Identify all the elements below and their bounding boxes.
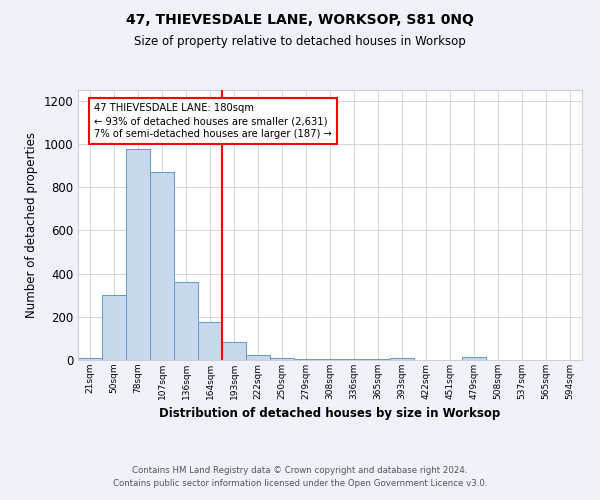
Bar — [174, 282, 198, 360]
Bar — [270, 358, 294, 360]
X-axis label: Distribution of detached houses by size in Worksop: Distribution of detached houses by size … — [160, 408, 500, 420]
Bar — [78, 358, 102, 360]
Bar — [198, 322, 222, 360]
Text: Size of property relative to detached houses in Worksop: Size of property relative to detached ho… — [134, 35, 466, 48]
Bar — [342, 359, 366, 360]
Bar — [318, 359, 342, 360]
Bar — [294, 359, 318, 360]
Bar — [462, 358, 486, 360]
Bar — [246, 354, 270, 360]
Bar — [126, 150, 150, 360]
Bar — [366, 359, 390, 360]
Bar — [150, 172, 174, 360]
Bar — [390, 358, 414, 360]
Bar — [102, 295, 126, 360]
Bar — [222, 342, 246, 360]
Text: 47 THIEVESDALE LANE: 180sqm
← 93% of detached houses are smaller (2,631)
7% of s: 47 THIEVESDALE LANE: 180sqm ← 93% of det… — [94, 103, 332, 140]
Y-axis label: Number of detached properties: Number of detached properties — [25, 132, 38, 318]
Text: Contains HM Land Registry data © Crown copyright and database right 2024.
Contai: Contains HM Land Registry data © Crown c… — [113, 466, 487, 487]
Text: 47, THIEVESDALE LANE, WORKSOP, S81 0NQ: 47, THIEVESDALE LANE, WORKSOP, S81 0NQ — [126, 12, 474, 26]
